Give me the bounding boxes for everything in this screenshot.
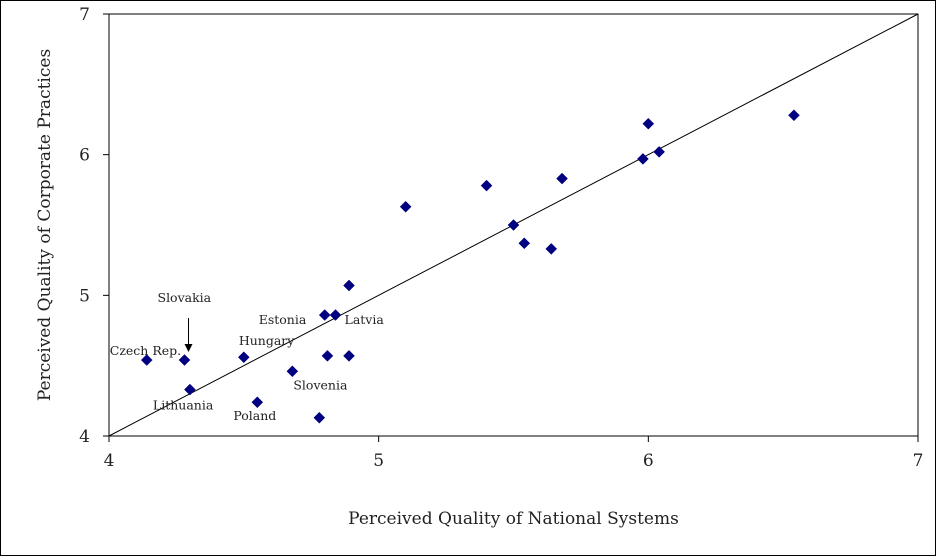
y-tick-label: 4 [79, 427, 90, 447]
y-tick-label: 6 [79, 146, 90, 166]
point-label: Estonia [259, 312, 307, 327]
x-tick-label: 5 [373, 451, 384, 471]
point-label: Czech Rep. [110, 343, 181, 358]
point-label: Poland [233, 408, 276, 423]
point-label: Lithuania [153, 398, 214, 413]
x-tick-label: 4 [104, 451, 115, 471]
y-tick-label: 5 [79, 286, 90, 306]
point-label: Slovakia [158, 290, 212, 305]
point-label: Slovenia [293, 377, 348, 392]
y-axis-title: Perceived Quality of Corporate Practices [35, 49, 55, 401]
x-tick-label: 7 [913, 451, 924, 471]
x-axis-title: Perceived Quality of National Systems [348, 509, 679, 529]
y-tick-label: 7 [79, 5, 90, 25]
point-label: Latvia [345, 312, 385, 327]
point-label: Hungary [239, 333, 295, 348]
x-tick-label: 6 [643, 451, 654, 471]
